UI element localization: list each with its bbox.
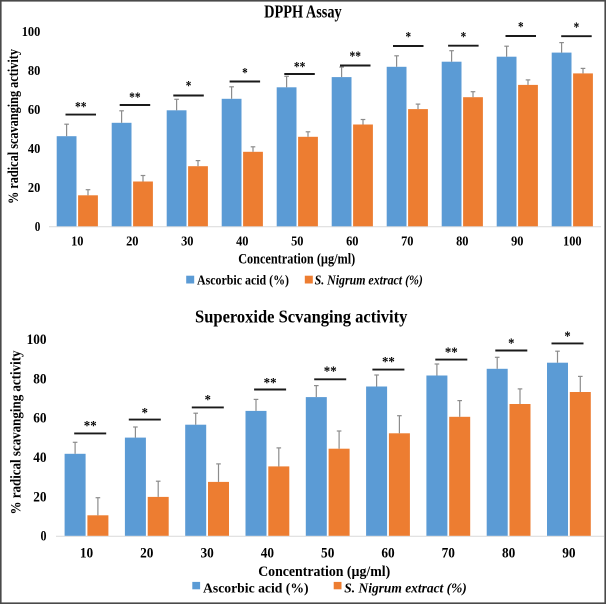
svg-text:% radical scavanging activity: % radical scavanging activity	[6, 49, 22, 204]
svg-text:60: 60	[28, 103, 40, 118]
svg-text:*: *	[406, 30, 412, 45]
svg-text:80: 80	[33, 371, 46, 387]
svg-text:100: 100	[22, 25, 41, 40]
svg-text:50: 50	[291, 235, 303, 250]
svg-text:Superoxide Scvanging activity: Superoxide Scvanging activity	[195, 307, 407, 327]
svg-text:60: 60	[346, 235, 358, 250]
svg-text:*: *	[142, 406, 148, 421]
svg-text:20: 20	[126, 235, 138, 250]
svg-text:**: **	[129, 90, 141, 105]
svg-text:50: 50	[321, 545, 334, 561]
svg-text:30: 30	[181, 235, 193, 250]
svg-text:20: 20	[28, 181, 40, 196]
svg-text:**: **	[324, 364, 337, 379]
svg-text:40: 40	[261, 545, 274, 561]
svg-text:100: 100	[27, 332, 47, 348]
svg-text:*: *	[564, 329, 570, 344]
svg-text:80: 80	[28, 64, 40, 79]
svg-text:**: **	[264, 376, 277, 391]
svg-text:80: 80	[456, 235, 468, 250]
svg-text:Ascorbic acid (%): Ascorbic acid (%)	[197, 273, 289, 288]
svg-text:0: 0	[41, 529, 47, 545]
svg-text:**: **	[445, 346, 458, 361]
svg-text:*: *	[186, 79, 192, 94]
svg-text:**: **	[350, 50, 362, 65]
svg-text:**: **	[84, 419, 97, 434]
svg-text:*: *	[508, 337, 514, 352]
svg-text:80: 80	[502, 545, 515, 561]
svg-text:**: **	[75, 100, 87, 115]
svg-text:70: 70	[401, 235, 413, 250]
svg-text:90: 90	[562, 545, 575, 561]
svg-text:60: 60	[381, 545, 394, 561]
svg-text:40: 40	[28, 142, 40, 157]
svg-text:Ascorbic acid (%): Ascorbic acid (%)	[203, 582, 309, 597]
svg-text:40: 40	[33, 450, 46, 466]
svg-text:*: *	[574, 21, 580, 36]
svg-text:0: 0	[35, 220, 41, 235]
svg-text:**: **	[294, 60, 306, 75]
svg-text:S. Nigrum extract (%): S. Nigrum extract (%)	[315, 273, 423, 288]
svg-text:40: 40	[236, 235, 248, 250]
svg-text:*: *	[205, 393, 211, 408]
svg-text:*: *	[461, 30, 467, 45]
svg-text:*: *	[518, 20, 524, 35]
svg-text:70: 70	[442, 545, 455, 561]
svg-text:60: 60	[33, 411, 46, 427]
svg-text:20: 20	[33, 489, 46, 505]
svg-text:Concentration (µg/ml): Concentration (µg/ml)	[238, 252, 355, 268]
svg-text:100: 100	[563, 235, 582, 250]
svg-text:10: 10	[71, 235, 83, 250]
svg-text:30: 30	[200, 545, 213, 561]
svg-text:**: **	[382, 355, 395, 370]
svg-text:90: 90	[511, 235, 523, 250]
svg-text:Concentration (µg/ml): Concentration (µg/ml)	[258, 564, 390, 580]
svg-text:*: *	[242, 66, 248, 81]
svg-text:20: 20	[140, 545, 153, 561]
svg-text:% radical scavanging activity: % radical scavanging activity	[9, 350, 25, 515]
svg-text:S. Nigrum extract (%): S. Nigrum extract (%)	[344, 582, 467, 597]
svg-text:DPPH Assay: DPPH Assay	[264, 1, 342, 21]
svg-text:10: 10	[80, 545, 93, 561]
